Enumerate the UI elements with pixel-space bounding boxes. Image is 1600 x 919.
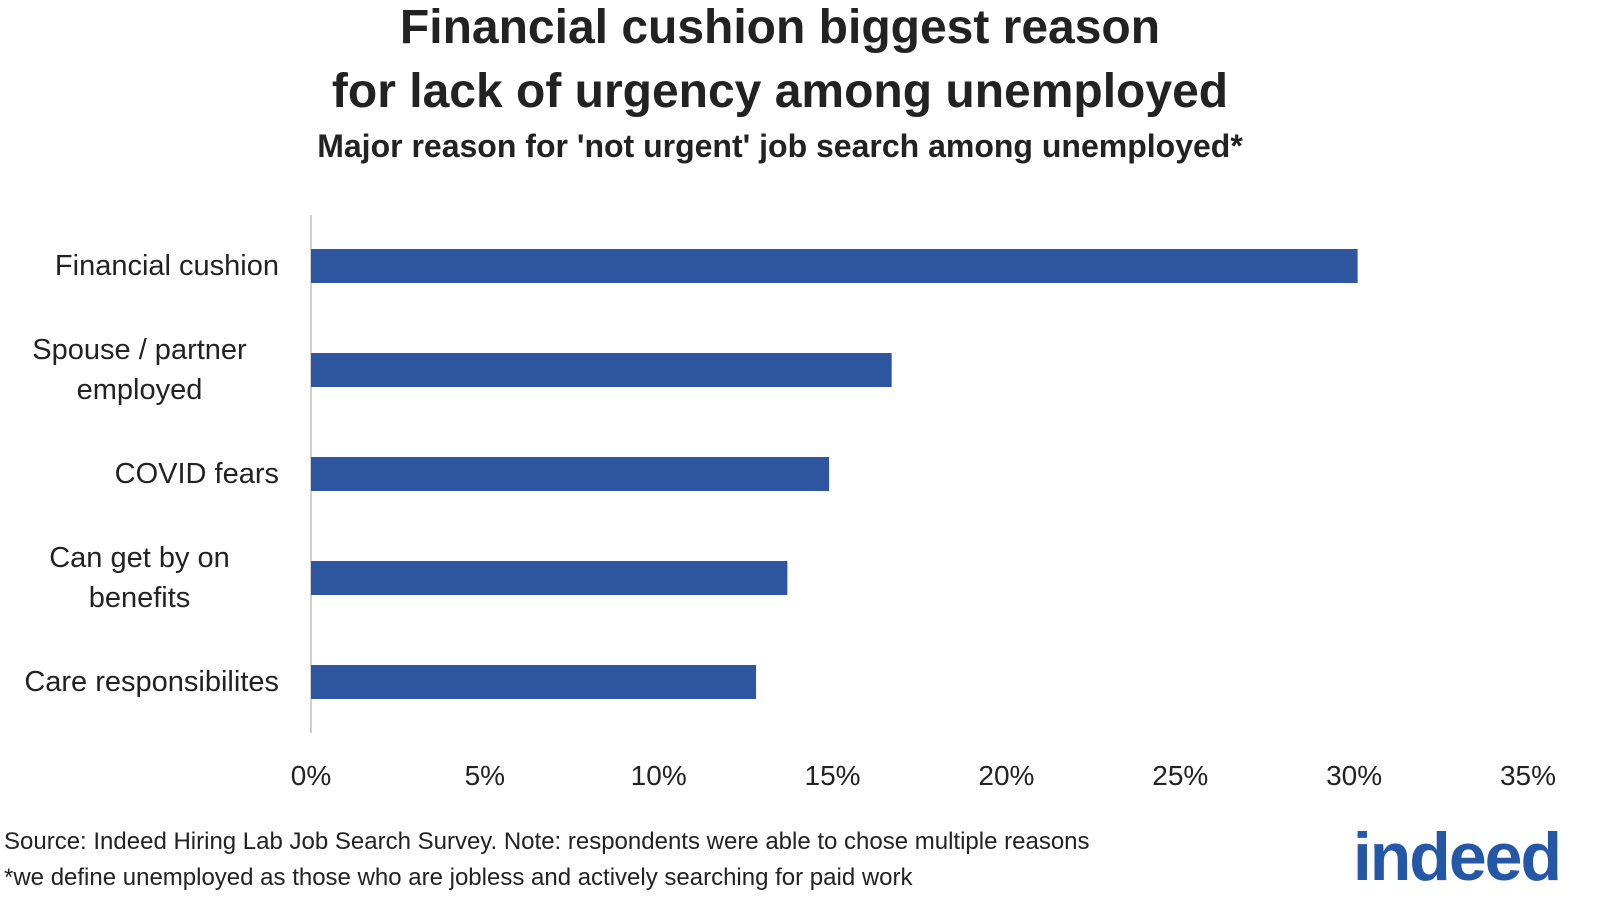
bar	[311, 665, 757, 699]
y-tick-label: Financial cushion	[0, 216, 279, 316]
x-tick-label: 20%	[978, 760, 1035, 791]
bar	[311, 249, 1358, 283]
bar	[311, 561, 788, 595]
chart-title: for lack of urgency among unemployed	[331, 65, 1229, 118]
label-text: Spouse / partner employed	[32, 334, 247, 406]
label-text: COVID fears	[114, 458, 279, 490]
label-text: Financial cushion	[54, 250, 279, 282]
bar	[311, 457, 830, 491]
y-tick-label: Care responsibilites	[0, 632, 279, 732]
y-tick-label: Spouse / partner employed	[0, 320, 279, 420]
chart-subtitle: Major reason for 'not urgent' job search…	[317, 128, 1243, 164]
x-tick-label: 0%	[290, 760, 332, 791]
bar	[311, 353, 892, 387]
source-note: Source: Indeed Hiring Lab Job Search Sur…	[4, 828, 1090, 855]
footnote: *we define unemployed as those who are j…	[4, 864, 913, 891]
x-tick-label: 35%	[1499, 760, 1557, 791]
y-tick-label: Can get by on benefits	[0, 528, 279, 628]
chart-title: Financial cushion biggest reason	[399, 1, 1161, 54]
x-tick-label: 30%	[1326, 760, 1383, 791]
x-tick-label: 15%	[804, 760, 861, 791]
label-text: Care responsibilites	[24, 666, 279, 698]
x-tick-label: 10%	[630, 760, 687, 791]
logo: indeed	[1352, 819, 1562, 895]
x-tick-label: 25%	[1152, 760, 1209, 791]
y-tick-label: COVID fears	[0, 424, 279, 524]
x-tick-label: 5%	[464, 760, 506, 791]
label-text: Can get by on benefits	[49, 542, 230, 614]
